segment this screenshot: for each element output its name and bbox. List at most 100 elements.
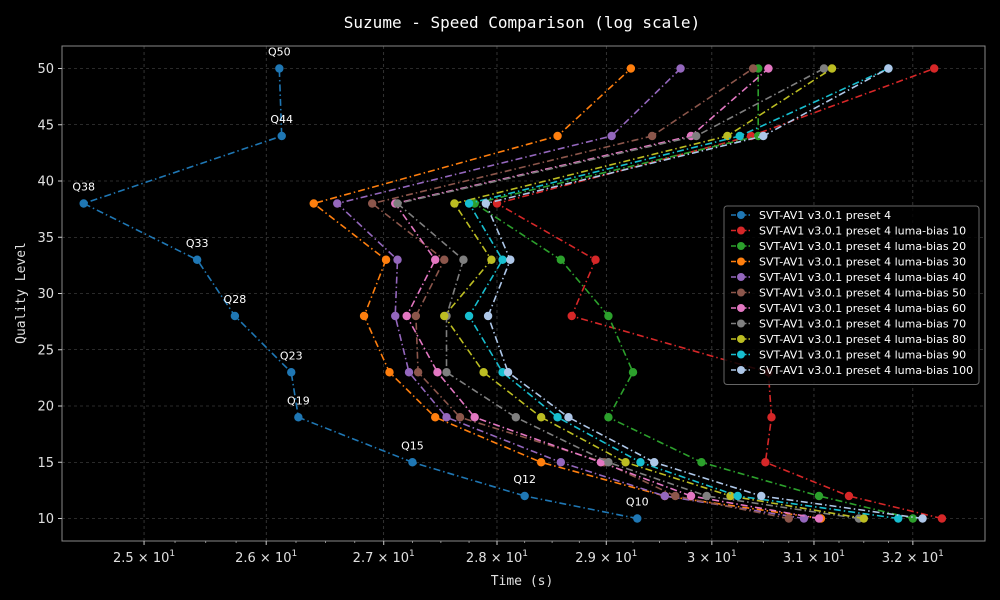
- data-point: [230, 311, 240, 321]
- data-point: [621, 458, 630, 467]
- data-point: [479, 368, 488, 377]
- legend-item: SVT-AV1 v3.0.1 preset 4 luma-bias 100: [731, 364, 973, 377]
- legend-label: SVT-AV1 v3.0.1 preset 4 luma-bias 70: [759, 318, 966, 331]
- y-tick-label: 20: [37, 400, 54, 415]
- series-10: [481, 64, 927, 523]
- data-point: [799, 514, 809, 523]
- data-point: [442, 413, 451, 422]
- legend-marker: [737, 226, 745, 235]
- data-point: [431, 413, 440, 422]
- legend-marker: [737, 366, 745, 374]
- data-point: [556, 458, 566, 467]
- data-point: [359, 311, 369, 321]
- data-point: [692, 131, 701, 141]
- data-point: [553, 413, 562, 422]
- legend-item: SVT-AV1 v3.0.1 preset 4 luma-bias 30: [731, 256, 966, 269]
- data-point: [503, 368, 513, 377]
- legend-marker: [737, 288, 745, 297]
- data-point: [498, 255, 507, 264]
- data-point: [385, 368, 394, 377]
- x-tick-label: 2.9 × 101: [575, 549, 637, 566]
- legend-item: SVT-AV1 v3.0.1 preset 4 luma-bias 60: [731, 302, 966, 315]
- point-annotation: Q44: [270, 113, 293, 126]
- data-point: [607, 131, 616, 141]
- legend-label: SVT-AV1 v3.0.1 preset 4 luma-bias 100: [759, 364, 973, 377]
- data-point: [556, 255, 566, 264]
- data-point: [633, 514, 642, 523]
- y-axis-label: Quality Level: [14, 242, 29, 344]
- legend-label: SVT-AV1 v3.0.1 preset 4 luma-bias 40: [759, 271, 966, 284]
- legend-marker: [737, 211, 745, 219]
- data-point: [604, 458, 613, 467]
- data-point: [536, 413, 546, 422]
- data-point: [277, 131, 286, 141]
- legend-item: SVT-AV1 v3.0.1 preset 4: [731, 209, 891, 222]
- data-point: [393, 199, 402, 208]
- data-point: [748, 64, 758, 73]
- y-tick-label: 15: [37, 456, 54, 471]
- point-annotation: Q33: [186, 237, 209, 250]
- legend-box: [723, 205, 980, 385]
- data-point: [647, 131, 657, 141]
- point-annotation: Q28: [224, 293, 247, 306]
- data-point: [567, 311, 576, 321]
- data-point: [767, 413, 776, 422]
- y-tick-label: 35: [37, 231, 54, 246]
- series-line: [335, 67, 805, 520]
- data-point: [636, 458, 645, 467]
- data-point: [918, 514, 927, 523]
- data-point: [844, 491, 854, 501]
- data-point: [459, 255, 468, 264]
- legend-item: SVT-AV1 v3.0.1 preset 4 luma-bias 10: [731, 225, 966, 238]
- data-point: [506, 255, 515, 264]
- data-point: [520, 491, 529, 501]
- data-point: [884, 64, 893, 73]
- data-point: [440, 255, 449, 264]
- x-tick-label: 2.6 × 101: [235, 549, 297, 566]
- data-point: [481, 199, 491, 208]
- y-axis-ticks: 10 15 20 25 30 35 40 45 50: [37, 62, 62, 527]
- data-point: [433, 368, 442, 377]
- point-annotation: Q12: [513, 473, 536, 486]
- legend-item: SVT-AV1 v3.0.1 preset 4 luma-bias 90: [731, 349, 966, 362]
- x-tick-label: 2.8 × 101: [466, 549, 528, 566]
- data-point: [814, 491, 824, 501]
- data-point: [367, 199, 377, 208]
- series-4: [333, 64, 809, 523]
- data-point: [626, 64, 636, 73]
- data-point: [564, 413, 573, 422]
- y-tick-label: 40: [37, 175, 54, 190]
- x-tick-label: 3.1 × 101: [783, 549, 845, 566]
- chart-title: Suzume - Speed Comparison (log scale): [344, 13, 700, 32]
- legend-label: SVT-AV1 v3.0.1 preset 4 luma-bias 10: [759, 225, 966, 238]
- data-point: [470, 413, 479, 422]
- annotations-layer: Q10 Q12 Q15 Q19 Q23 Q28 Q33 Q38 Q44 Q50: [72, 46, 648, 509]
- data-point: [650, 458, 659, 467]
- data-point: [660, 491, 669, 501]
- data-point: [487, 255, 496, 264]
- point-annotation: Q23: [280, 349, 303, 362]
- x-tick-label: 2.5 × 101: [113, 549, 175, 566]
- series-line: [393, 67, 820, 520]
- legend: SVT-AV1 v3.0.1 preset 4 SVT-AV1 v3.0.1 pr…: [723, 205, 980, 385]
- data-point: [483, 311, 493, 321]
- data-point: [450, 199, 459, 208]
- legend-marker: [737, 335, 745, 343]
- data-point: [761, 458, 770, 467]
- x-tick-label: 3 × 101: [687, 549, 737, 566]
- data-point: [404, 368, 414, 377]
- data-point: [929, 64, 939, 73]
- data-point: [894, 514, 903, 523]
- data-point: [333, 199, 342, 208]
- legend-item: SVT-AV1 v3.0.1 preset 4 luma-bias 80: [731, 333, 966, 346]
- y-tick-label: 30: [37, 287, 54, 302]
- data-point: [464, 199, 474, 208]
- legend-marker: [737, 257, 745, 266]
- data-point: [814, 514, 824, 523]
- legend-item: SVT-AV1 v3.0.1 preset 4 luma-bias 40: [731, 271, 966, 284]
- series-line: [472, 68, 913, 520]
- data-point: [79, 199, 88, 208]
- data-point: [455, 413, 465, 422]
- data-point: [413, 368, 423, 377]
